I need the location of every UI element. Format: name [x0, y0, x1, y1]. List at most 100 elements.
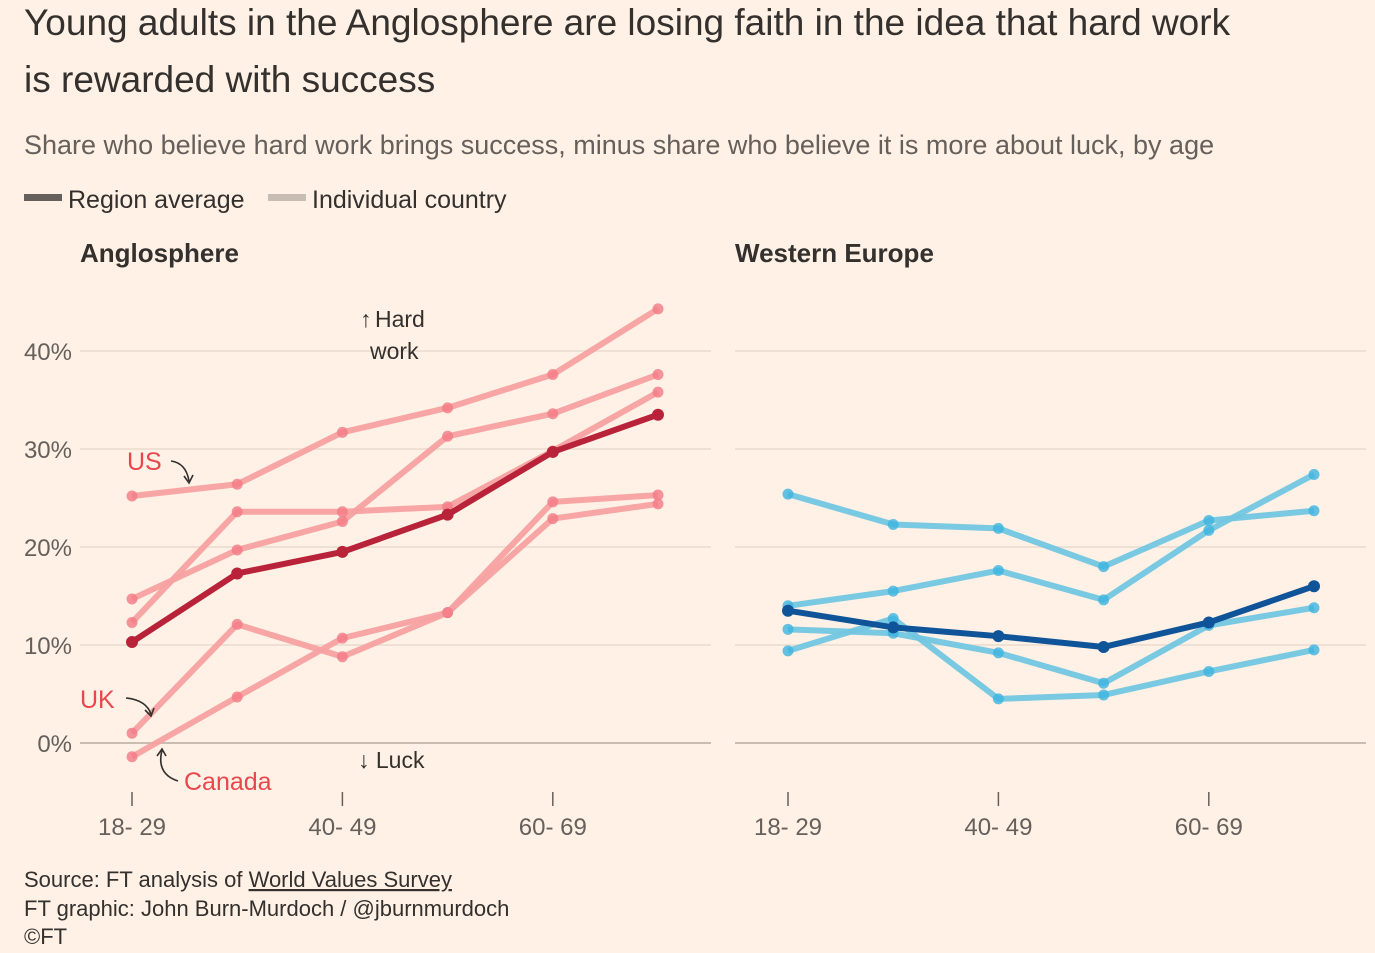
series-country-4 — [782, 613, 1320, 705]
data-point — [1098, 689, 1110, 701]
copyright: ©FT — [24, 924, 67, 949]
series-line — [787, 604, 1315, 687]
source-prefix: Source: FT analysis of — [24, 867, 249, 892]
data-point — [1203, 515, 1215, 527]
chart-subtitle: Share who believe hard work brings succe… — [24, 130, 1214, 160]
data-point — [652, 386, 664, 398]
y-tick-label: 10% — [24, 633, 72, 660]
panel-title-western-europe: Western Europe — [735, 238, 934, 268]
data-point — [442, 430, 454, 442]
series-country-1 — [782, 488, 1320, 573]
data-point — [441, 508, 454, 521]
data-point — [1203, 524, 1215, 536]
legend-swatch-country — [268, 194, 306, 201]
series-line — [787, 583, 1315, 650]
annotation-luck: ↓ Luck — [358, 747, 425, 773]
data-point — [336, 545, 349, 558]
panel-title-anglosphere: Anglosphere — [80, 238, 239, 268]
series-uk — [126, 489, 664, 739]
data-point — [231, 478, 243, 490]
data-point — [336, 632, 348, 644]
series-country-b — [126, 369, 664, 605]
data-point — [992, 522, 1004, 534]
graphic-credit: FT graphic: John Burn-Murdoch / @jburnmu… — [24, 896, 509, 921]
data-point — [652, 498, 664, 510]
series-line — [129, 389, 660, 625]
data-point — [782, 604, 794, 617]
series-line — [130, 500, 659, 760]
data-point — [887, 585, 899, 597]
data-point — [887, 613, 899, 625]
data-point — [546, 445, 559, 458]
source-link[interactable]: World Values Survey — [249, 867, 452, 892]
data-point — [1098, 677, 1110, 689]
data-point — [652, 408, 664, 421]
data-point — [231, 567, 244, 580]
data-point — [231, 618, 243, 630]
legend: Region average Individual country — [24, 186, 507, 214]
data-point — [652, 489, 664, 501]
y-tick-label: 0% — [37, 731, 72, 758]
data-point — [547, 408, 559, 420]
data-point — [442, 607, 454, 619]
data-point — [126, 616, 138, 628]
series-country-2 — [782, 468, 1320, 612]
data-point — [992, 565, 1004, 577]
data-point — [442, 402, 454, 414]
data-point — [992, 647, 1004, 659]
data-point — [336, 516, 348, 528]
x-tick-label: 18- 29 — [98, 814, 166, 841]
data-point — [126, 490, 138, 502]
data-point — [782, 488, 794, 500]
y-tick-label: 30% — [24, 437, 72, 464]
x-tick-label: 18- 29 — [754, 814, 822, 841]
data-point — [1098, 594, 1110, 606]
data-point — [1203, 665, 1215, 677]
data-point — [1098, 561, 1110, 573]
source: Source: FT analysis of World Values Surv… — [24, 867, 509, 949]
x-tick-label: 60- 69 — [519, 814, 587, 841]
label-uk: UK — [80, 686, 115, 714]
annotation-hard-arrow: ↑ — [360, 306, 372, 332]
annotation-work: work — [369, 338, 419, 364]
series-line — [129, 492, 659, 736]
legend-swatch-average — [24, 194, 62, 201]
series-line — [787, 491, 1315, 570]
data-point — [1308, 468, 1320, 480]
data-point — [1308, 505, 1320, 517]
annotations: ↑ Hard work ↓ Luck US UK Canada — [80, 306, 425, 796]
data-point — [126, 727, 138, 739]
data-point — [336, 651, 348, 663]
data-point — [126, 751, 138, 763]
series-region-average — [126, 408, 664, 649]
legend-label-average: Region average — [68, 186, 245, 214]
series-region-average — [782, 580, 1320, 653]
y-tick-label: 20% — [24, 535, 72, 562]
annotation-hard: Hard — [375, 306, 425, 332]
data-point — [1202, 616, 1215, 629]
series-us — [126, 303, 664, 502]
svg-text:Source: FT analysis of World V: Source: FT analysis of World Values Surv… — [24, 867, 452, 892]
series-canada — [126, 498, 664, 763]
series-line — [130, 411, 660, 645]
series-line — [131, 306, 660, 500]
data-point — [231, 506, 243, 518]
data-point — [126, 593, 138, 605]
data-point — [1308, 644, 1320, 656]
data-point — [887, 621, 900, 634]
label-canada: Canada — [184, 768, 272, 796]
data-point — [336, 426, 348, 438]
data-point — [547, 369, 559, 381]
data-point — [992, 630, 1005, 643]
data-point — [782, 623, 794, 635]
uk-arrow-icon — [125, 697, 152, 715]
data-point — [652, 369, 664, 381]
canada-arrow-icon — [159, 749, 179, 782]
data-point — [887, 518, 899, 530]
x-tick-label: 40- 49 — [964, 814, 1032, 841]
data-point — [1308, 580, 1320, 593]
chart-title-line2: is rewarded with success — [24, 59, 435, 100]
legend-label-country: Individual country — [312, 186, 507, 214]
label-us: US — [127, 448, 162, 476]
